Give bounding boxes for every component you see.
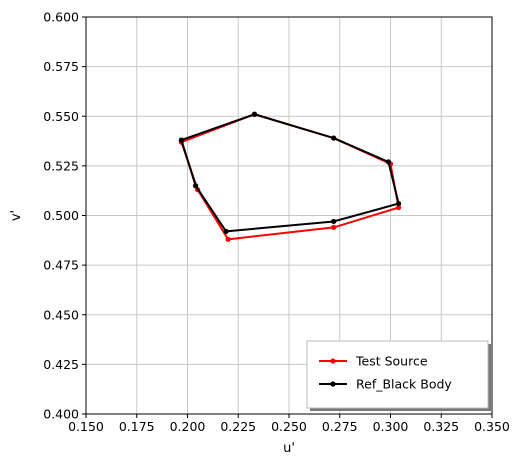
y-tick-label: 0.500	[43, 208, 79, 223]
x-tick-label: 0.200	[170, 419, 206, 434]
y-axis-label: v'	[9, 210, 24, 221]
legend-marker	[330, 381, 336, 387]
x-tick-label: 0.175	[119, 419, 155, 434]
legend-marker	[330, 358, 336, 364]
series-1	[178, 111, 402, 234]
data-point	[331, 218, 337, 225]
x-tick-label: 0.225	[220, 419, 256, 434]
data-point	[385, 159, 392, 165]
data-point	[396, 204, 402, 211]
data-point	[251, 111, 258, 117]
data-point	[178, 137, 185, 143]
x-tick-label: 0.325	[423, 419, 459, 434]
legend: Test Source Ref_Black Body	[306, 340, 491, 411]
data-point	[331, 135, 337, 141]
data-point	[223, 228, 229, 234]
y-tick-label: 0.525	[43, 158, 79, 173]
data-point	[193, 183, 199, 189]
legend-box	[306, 340, 489, 409]
series-line	[180, 113, 400, 233]
y-tick-label: 0.575	[43, 59, 79, 74]
x-tick-label: 0.300	[373, 419, 409, 434]
legend-label: Test Source	[355, 354, 428, 369]
y-tick-label: 0.400	[43, 407, 79, 422]
y-tick-label: 0.425	[43, 357, 79, 372]
series-0	[178, 111, 402, 242]
data-point	[225, 236, 231, 242]
data-point	[396, 200, 402, 207]
x-tick-label: 0.350	[474, 419, 510, 434]
y-tick-label: 0.550	[43, 109, 79, 124]
legend-label: Ref_Black Body	[356, 377, 452, 392]
y-tick-label: 0.450	[43, 307, 79, 322]
x-tick-label: 0.150	[68, 419, 104, 434]
y-tick-label: 0.600	[43, 10, 79, 25]
data-point	[331, 224, 337, 231]
series-line	[180, 113, 400, 241]
x-tick-label: 0.250	[271, 419, 307, 434]
series-layer	[178, 111, 402, 242]
axis-ticks: 0.150 0.175 0.200 0.225 0.250 0.275 0.300 0.325…	[43, 10, 510, 435]
x-tick-label: 0.275	[322, 419, 358, 434]
x-axis-label: u'	[283, 441, 295, 456]
y-tick-label: 0.475	[43, 258, 79, 273]
